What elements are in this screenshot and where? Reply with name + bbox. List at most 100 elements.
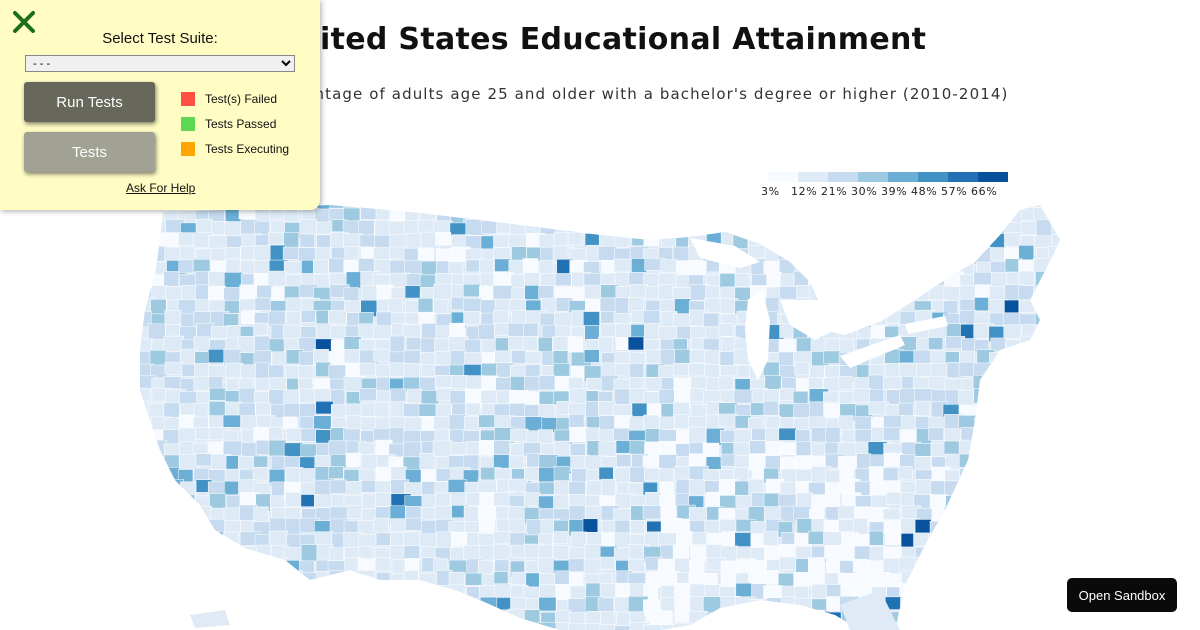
county (795, 429, 811, 444)
county (751, 218, 770, 233)
county (796, 611, 813, 624)
county (524, 219, 541, 236)
tests-button[interactable]: Tests (24, 132, 155, 172)
county (148, 547, 165, 565)
county (284, 611, 305, 628)
county (916, 233, 936, 249)
county (140, 572, 153, 585)
county (224, 480, 241, 496)
run-tests-button[interactable]: Run Tests (24, 82, 155, 122)
county (973, 610, 990, 626)
county (405, 517, 423, 531)
county (780, 596, 797, 613)
county (1021, 519, 1038, 538)
legend-swatch (918, 172, 948, 182)
county (765, 415, 782, 429)
county (435, 248, 453, 262)
county (913, 271, 934, 288)
county (929, 560, 949, 577)
county (583, 205, 599, 211)
county (853, 559, 869, 573)
county (960, 220, 982, 235)
county (330, 597, 351, 614)
county (1064, 469, 1080, 482)
county (225, 258, 241, 275)
county (210, 571, 229, 586)
county (1051, 481, 1060, 495)
county (508, 478, 529, 492)
county (210, 584, 230, 600)
ask-for-help-link[interactable]: Ask For Help (126, 181, 196, 195)
county (1034, 387, 1052, 406)
county (1063, 233, 1080, 248)
county (585, 298, 601, 313)
county (658, 532, 678, 547)
close-icon[interactable] (12, 10, 36, 34)
county (973, 507, 991, 523)
county (853, 517, 868, 535)
county (1050, 610, 1060, 626)
county (403, 570, 419, 586)
county (253, 322, 268, 336)
county (372, 622, 391, 630)
county (179, 557, 200, 574)
county (733, 389, 754, 404)
county (943, 611, 960, 628)
county (140, 546, 153, 562)
county (838, 391, 855, 405)
county (1019, 547, 1039, 562)
county (1065, 300, 1085, 314)
county (945, 596, 966, 614)
county (1051, 557, 1060, 575)
county (852, 388, 872, 403)
county (140, 258, 154, 273)
county (824, 611, 842, 627)
county (869, 454, 886, 468)
county (808, 609, 825, 624)
county (1004, 557, 1023, 573)
county (886, 258, 905, 275)
county (901, 595, 921, 615)
county (763, 205, 783, 212)
county (914, 219, 933, 233)
county (1067, 402, 1081, 418)
legend-swatch (978, 172, 1008, 182)
county (629, 439, 645, 455)
county (494, 583, 512, 599)
county (314, 494, 333, 508)
county (241, 623, 257, 630)
county (477, 560, 494, 575)
county (673, 622, 693, 630)
county (1020, 492, 1040, 506)
open-sandbox-button[interactable]: Open Sandbox (1067, 578, 1177, 612)
county (1005, 427, 1023, 444)
county (179, 596, 198, 615)
county (973, 205, 993, 212)
county (164, 493, 180, 508)
county (988, 519, 1006, 537)
county (779, 556, 797, 571)
county (989, 571, 1005, 589)
county (690, 260, 706, 275)
county (915, 362, 932, 378)
county (763, 400, 779, 416)
county (1050, 507, 1060, 526)
county (614, 519, 631, 534)
county (449, 611, 467, 628)
county (885, 209, 905, 225)
county (375, 556, 391, 572)
test-suite-select[interactable]: - - - (25, 55, 295, 72)
county (508, 205, 525, 210)
county (673, 362, 691, 377)
county (1081, 300, 1096, 317)
county (642, 455, 661, 469)
county (764, 221, 785, 238)
county (451, 375, 468, 390)
county (600, 208, 619, 227)
county (629, 363, 645, 378)
county (929, 624, 946, 630)
county (538, 597, 557, 612)
county (463, 506, 480, 524)
county (140, 533, 148, 551)
county (734, 480, 751, 497)
